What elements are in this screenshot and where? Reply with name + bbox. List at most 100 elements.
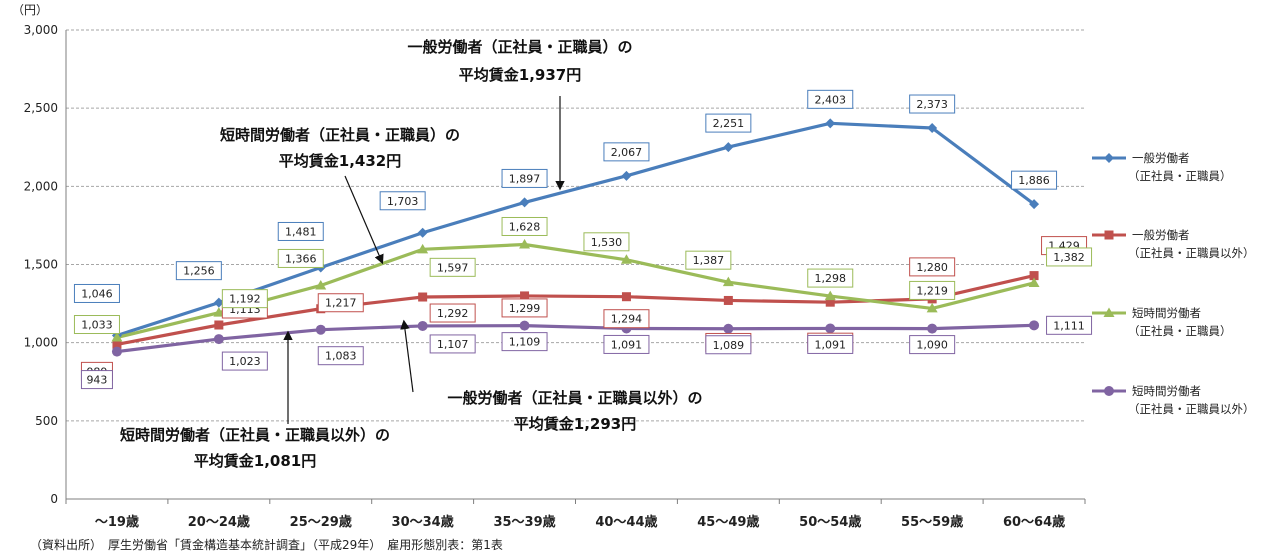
data-label: 2,067 xyxy=(611,146,643,159)
x-tick-label: ～19歳 xyxy=(95,514,139,530)
data-label: 1,089 xyxy=(713,339,745,352)
series-line xyxy=(116,242,1035,340)
data-point xyxy=(112,339,122,349)
x-tick-label: 20～24歳 xyxy=(188,514,250,530)
y-tick-label: 1,500 xyxy=(24,258,58,272)
y-tick-label: 2,500 xyxy=(24,101,58,115)
x-axis-ticks: ～19歳 20～24歳 25～29歳 30～34歳 35～39歳 40～44歳 45～49歳… xyxy=(65,499,1086,530)
data-label-box xyxy=(73,315,120,335)
data-label-box xyxy=(379,191,426,211)
series-line xyxy=(116,323,1035,354)
data-label-box xyxy=(221,351,268,371)
annotation-value: 平均賃金1,937円 xyxy=(459,66,581,84)
x-tick-label: 50～54歳 xyxy=(799,514,861,530)
data-label: 1,597 xyxy=(437,261,469,274)
legend-label: 短時間労働者 xyxy=(1132,306,1201,320)
data-point xyxy=(825,297,835,307)
legend-sublabel: （正社員・正職員以外） xyxy=(1128,402,1255,416)
data-label-box xyxy=(807,334,854,354)
data-point xyxy=(927,123,938,134)
data-label: 1,083 xyxy=(325,350,357,363)
data-label-box xyxy=(909,280,956,300)
data-label: 1,111 xyxy=(1053,319,1085,332)
data-label: 1,298 xyxy=(815,272,847,285)
data-label-box xyxy=(909,335,956,355)
data-point xyxy=(1028,277,1040,287)
data-point xyxy=(519,238,531,249)
annotation-title: 一般労働者（正社員・正職員以外）の xyxy=(447,389,702,407)
data-label-box xyxy=(807,268,854,288)
data-point xyxy=(213,297,224,308)
data-point xyxy=(519,320,530,331)
data-label-box xyxy=(1046,247,1093,267)
data-point xyxy=(214,320,224,330)
data-label: 1,046 xyxy=(81,287,113,300)
data-label: 1,091 xyxy=(611,338,643,351)
annotation-title: 一般労働者（正社員・正職員）の xyxy=(407,38,632,56)
data-point xyxy=(1029,271,1039,281)
data-label: 2,403 xyxy=(815,93,847,106)
legend-marker xyxy=(1104,386,1114,396)
data-point xyxy=(213,334,224,345)
data-label-box xyxy=(317,346,364,366)
data-label: 2,251 xyxy=(713,117,745,130)
data-point xyxy=(315,279,327,290)
data-point xyxy=(315,324,326,335)
x-tick-label: 40～44歳 xyxy=(595,514,657,530)
legend-marker xyxy=(1104,230,1114,240)
data-point xyxy=(417,320,428,331)
data-label-box xyxy=(705,335,752,355)
annotation-value: 平均賃金1,432円 xyxy=(279,152,401,170)
data-label: 1,192 xyxy=(229,293,261,306)
data-label: 1,256 xyxy=(183,265,215,278)
x-tick-label: 55～59歳 xyxy=(901,514,963,530)
y-tick-label: 0 xyxy=(50,492,58,506)
data-label-box xyxy=(80,370,113,390)
legend-sublabel: （正社員・正職員） xyxy=(1128,324,1232,338)
legend: 一般労働者 （正社員・正職員） 一般労働者 （正社員・正職員以外） 短時間労働者 （正社員… xyxy=(1092,151,1255,416)
data-label: 1,628 xyxy=(509,220,541,233)
y-tick-label: 500 xyxy=(35,414,58,428)
data-point xyxy=(418,292,428,302)
data-label-box xyxy=(685,250,732,270)
data-point xyxy=(723,142,734,153)
data-label: 1,091 xyxy=(815,338,847,351)
x-tick-label: 35～39歳 xyxy=(493,514,555,530)
data-point xyxy=(520,291,530,301)
legend-sublabel: （正社員・正職員） xyxy=(1128,169,1232,183)
data-label-box xyxy=(73,283,120,303)
data-label: 1,382 xyxy=(1053,251,1085,264)
annotation-arrow xyxy=(344,175,384,265)
data-label-box xyxy=(277,248,324,268)
data-point xyxy=(417,243,429,254)
data-label-box xyxy=(501,332,548,352)
annotation-value: 平均賃金1,081円 xyxy=(194,452,316,470)
data-label: 1,033 xyxy=(81,319,113,332)
legend-label: 一般労働者 xyxy=(1132,228,1190,242)
data-point xyxy=(825,118,836,129)
data-label-box xyxy=(705,113,752,133)
data-label: 1,294 xyxy=(611,313,643,326)
data-point xyxy=(723,295,733,305)
data-label-box xyxy=(603,334,650,354)
annotation-arrow xyxy=(400,319,414,393)
data-label-box xyxy=(277,221,324,241)
data-label: 1,292 xyxy=(437,307,469,320)
data-label: 1,219 xyxy=(916,284,948,297)
y-tick-label: 1,000 xyxy=(24,336,58,350)
data-label: 2,373 xyxy=(916,98,948,111)
y-axis-ticks: 0 500 1,000 1,500 2,000 2,500 3,000 xyxy=(24,23,58,506)
data-label: 1,366 xyxy=(285,252,317,265)
data-point xyxy=(824,290,836,301)
data-point xyxy=(213,307,225,317)
data-point xyxy=(927,323,938,334)
data-point xyxy=(825,323,836,334)
data-label: 1,897 xyxy=(509,172,541,185)
legend-label: 短時間労働者 xyxy=(1132,384,1201,398)
x-tick-label: 60～64歳 xyxy=(1003,514,1065,530)
annotation-title: 短時間労働者（正社員・正職員以外）の xyxy=(120,426,390,444)
data-label: 1,530 xyxy=(591,236,623,249)
data-label-box xyxy=(175,261,222,281)
data-label-box xyxy=(807,89,854,109)
data-label-box xyxy=(603,309,650,329)
